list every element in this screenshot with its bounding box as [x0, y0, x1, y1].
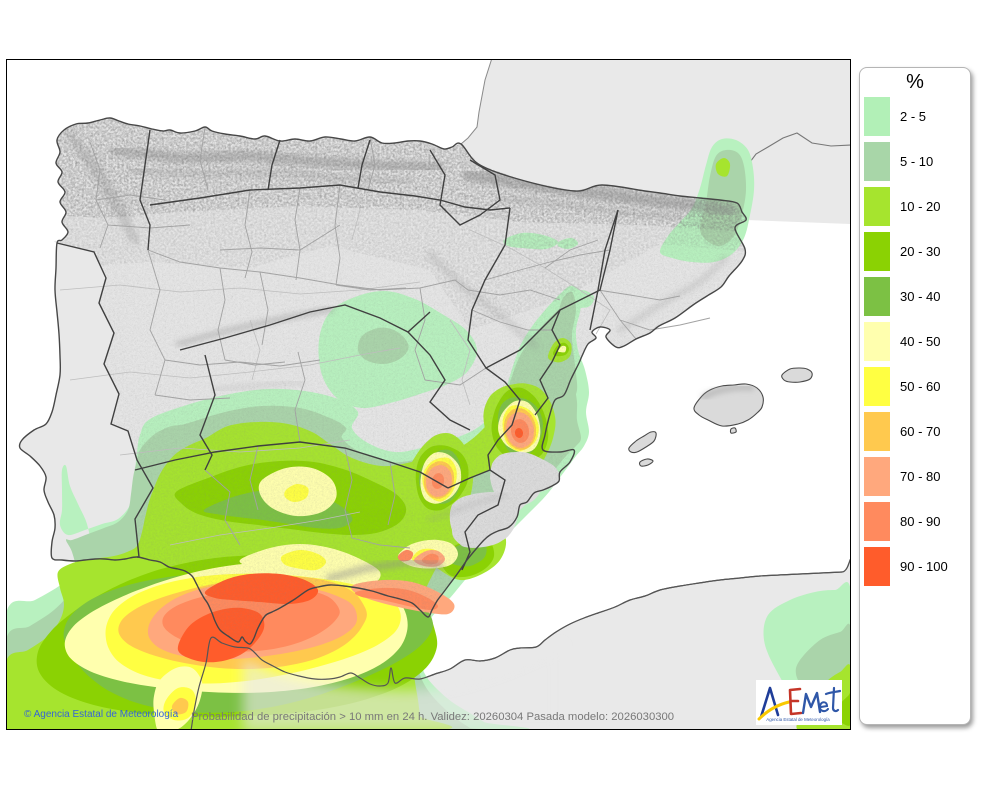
svg-text:Agencia Estatal de Meteorologí: Agencia Estatal de Meteorología [766, 717, 830, 722]
